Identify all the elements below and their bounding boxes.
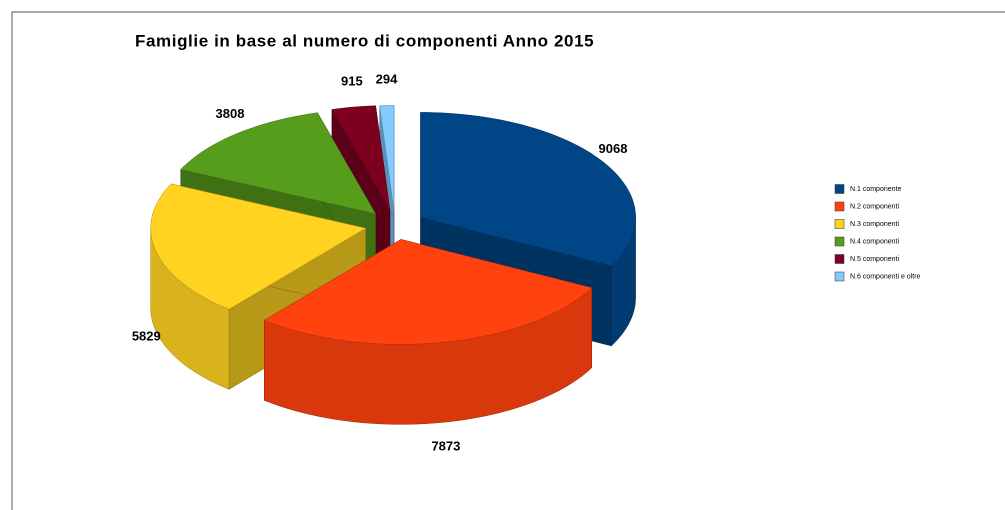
value-label: 5829	[132, 328, 161, 343]
legend-label: N.4 componenti	[850, 238, 899, 245]
slice	[180, 112, 377, 215]
legend-swatch	[834, 201, 845, 212]
legend-label: N.3 componenti	[850, 221, 899, 228]
slice	[379, 105, 395, 211]
legend-label: N.1 componente	[850, 186, 901, 193]
legend-swatch	[834, 254, 845, 264]
legend-label: N.2 componenti	[850, 203, 899, 210]
value-labels: 9068 7873 5829 3808 915 294	[132, 72, 628, 454]
chart-title: Famiglie in base al numero di componenti…	[135, 31, 594, 50]
value-label: 294	[376, 72, 398, 87]
legend-label: N.5 componenti	[850, 256, 899, 263]
frame	[11, 11, 1005, 510]
slice	[263, 239, 593, 345]
pie-tops	[150, 105, 636, 345]
legend-swatch	[834, 219, 845, 229]
legend: N.1 componente N.2 componenti N.3 componen…	[834, 184, 921, 282]
slice	[150, 183, 367, 310]
value-label: 3808	[216, 106, 245, 121]
slice	[331, 105, 391, 211]
legend-swatch	[834, 236, 845, 247]
legend-label: N.6 componenti e oltre	[850, 273, 921, 280]
value-label: 7873	[431, 439, 460, 454]
legend-swatch	[834, 184, 845, 194]
value-label: 9068	[599, 141, 628, 156]
legend-swatch	[834, 271, 845, 282]
slice	[420, 112, 636, 267]
value-label: 915	[341, 74, 363, 89]
